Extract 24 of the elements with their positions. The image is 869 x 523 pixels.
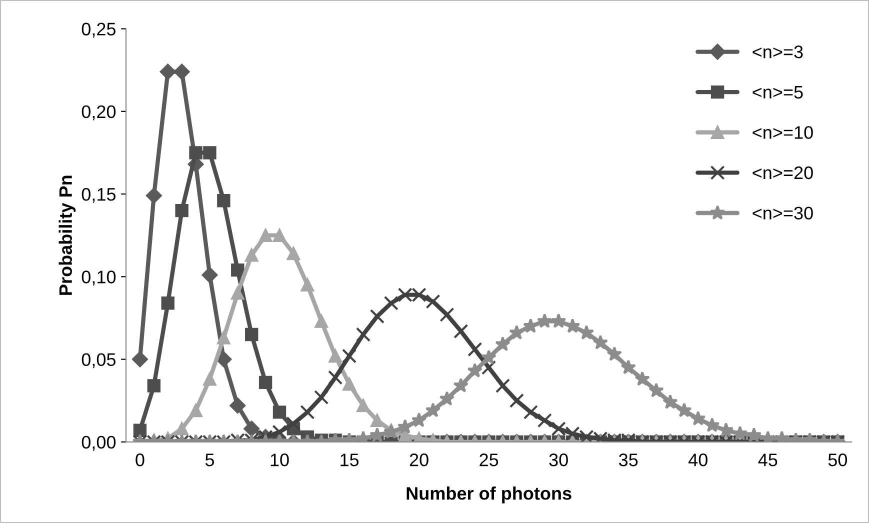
x-tick-label: 50 [828, 454, 847, 466]
y-tick-label: 0,15 [82, 188, 116, 203]
x-tick-label: 35 [619, 454, 638, 466]
x-tick-label: 0 [136, 454, 144, 466]
x-tick-label: 25 [480, 454, 498, 466]
x-tick-label: 10 [270, 454, 289, 466]
x-tick-label: 45 [758, 454, 778, 466]
y-axis-title: Probability Pn [58, 176, 76, 295]
legend-label: <n>=3 [752, 45, 803, 58]
legend-label: <n>=10 [752, 126, 813, 139]
x-tick-label: 15 [340, 454, 359, 466]
y-tick-label: 0,10 [82, 270, 116, 286]
x-tick-label: 20 [410, 454, 428, 466]
y-tick-label: 0,25 [82, 22, 116, 38]
legend-label: <n>=5 [752, 86, 803, 99]
y-tick-label: 0,05 [82, 353, 116, 368]
y-tick-label: 0,00 [82, 436, 116, 451]
legend-label: <n>=20 [752, 166, 813, 180]
x-tick-label: 30 [549, 454, 568, 466]
x-tick-label: 40 [688, 454, 708, 466]
y-tick-label: 0,20 [82, 105, 116, 120]
x-axis-title: Number of photons [406, 486, 572, 504]
legend-label: <n>=30 [752, 206, 813, 220]
x-tick-label: 5 [205, 454, 214, 466]
